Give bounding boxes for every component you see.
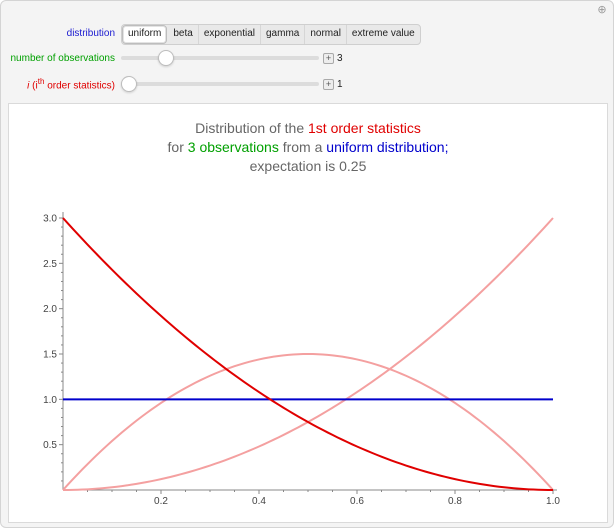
distribution-tab-gamma[interactable]: gamma (261, 25, 306, 44)
order-label: i (ith order statistics) (27, 77, 115, 92)
y-tick-label: 3.0 (43, 214, 57, 225)
distribution-label: distribution (66, 28, 115, 39)
x-tick-label: 0.4 (252, 496, 266, 507)
title-distribution-highlight: uniform distribution; (326, 139, 449, 155)
distribution-tab-extreme-value[interactable]: extreme value (351, 28, 415, 39)
chart-svg: 0.2 0.4 0.6 0.8 1.0 0.5 1.0 1.5 2.0 2.5 3.0 (43, 212, 560, 507)
distribution-tab-uniform[interactable]: uniform (122, 25, 168, 44)
title-line-2: for 3 observations from a uniform distri… (167, 139, 449, 155)
y-tick-label: 1.0 (43, 395, 57, 406)
title-line-3: expectation is 0.25 (249, 158, 367, 174)
distribution-selector: uniform beta exponential gamma normal extreme… (121, 24, 421, 45)
observations-slider-thumb[interactable] (157, 50, 174, 66)
order-value: 1 (337, 79, 343, 90)
series-line-faded-0 (62, 352, 554, 491)
order-slider-track[interactable] (121, 82, 319, 86)
title-line-1: Distribution of the 1st order statistics (195, 120, 421, 136)
observations-label: number of observations (10, 53, 115, 64)
observations-value: 3 (337, 53, 343, 64)
title-observations-highlight: 3 observations (187, 139, 279, 155)
title-order-highlight: 1st order statistics (308, 120, 421, 136)
y-tick-label: 0.5 (43, 440, 57, 451)
x-tick-label: 0.6 (350, 496, 364, 507)
y-tick-label: 2.5 (43, 259, 57, 270)
x-tick-label: 1.0 (546, 496, 560, 507)
corner-plus-icon[interactable]: ⊕ (597, 4, 607, 16)
plot-area: Distribution of the 1st order statistics… (8, 103, 608, 523)
y-tick-label: 2.0 (43, 304, 57, 315)
distribution-tab-exponential[interactable]: exponential (199, 25, 261, 44)
x-tick-label: 0.8 (448, 496, 462, 507)
y-tick-label: 1.5 (43, 350, 57, 361)
series-line-highlight-0 (62, 217, 554, 491)
order-expand-icon[interactable]: + (323, 79, 334, 90)
observations-expand-icon[interactable]: + (323, 53, 334, 64)
order-slider-thumb[interactable] (121, 76, 137, 92)
distribution-tab-normal[interactable]: normal (305, 25, 347, 44)
observations-slider-track[interactable] (121, 56, 319, 60)
x-tick-label: 0.2 (154, 496, 168, 507)
distribution-tab-beta[interactable]: beta (168, 25, 199, 44)
